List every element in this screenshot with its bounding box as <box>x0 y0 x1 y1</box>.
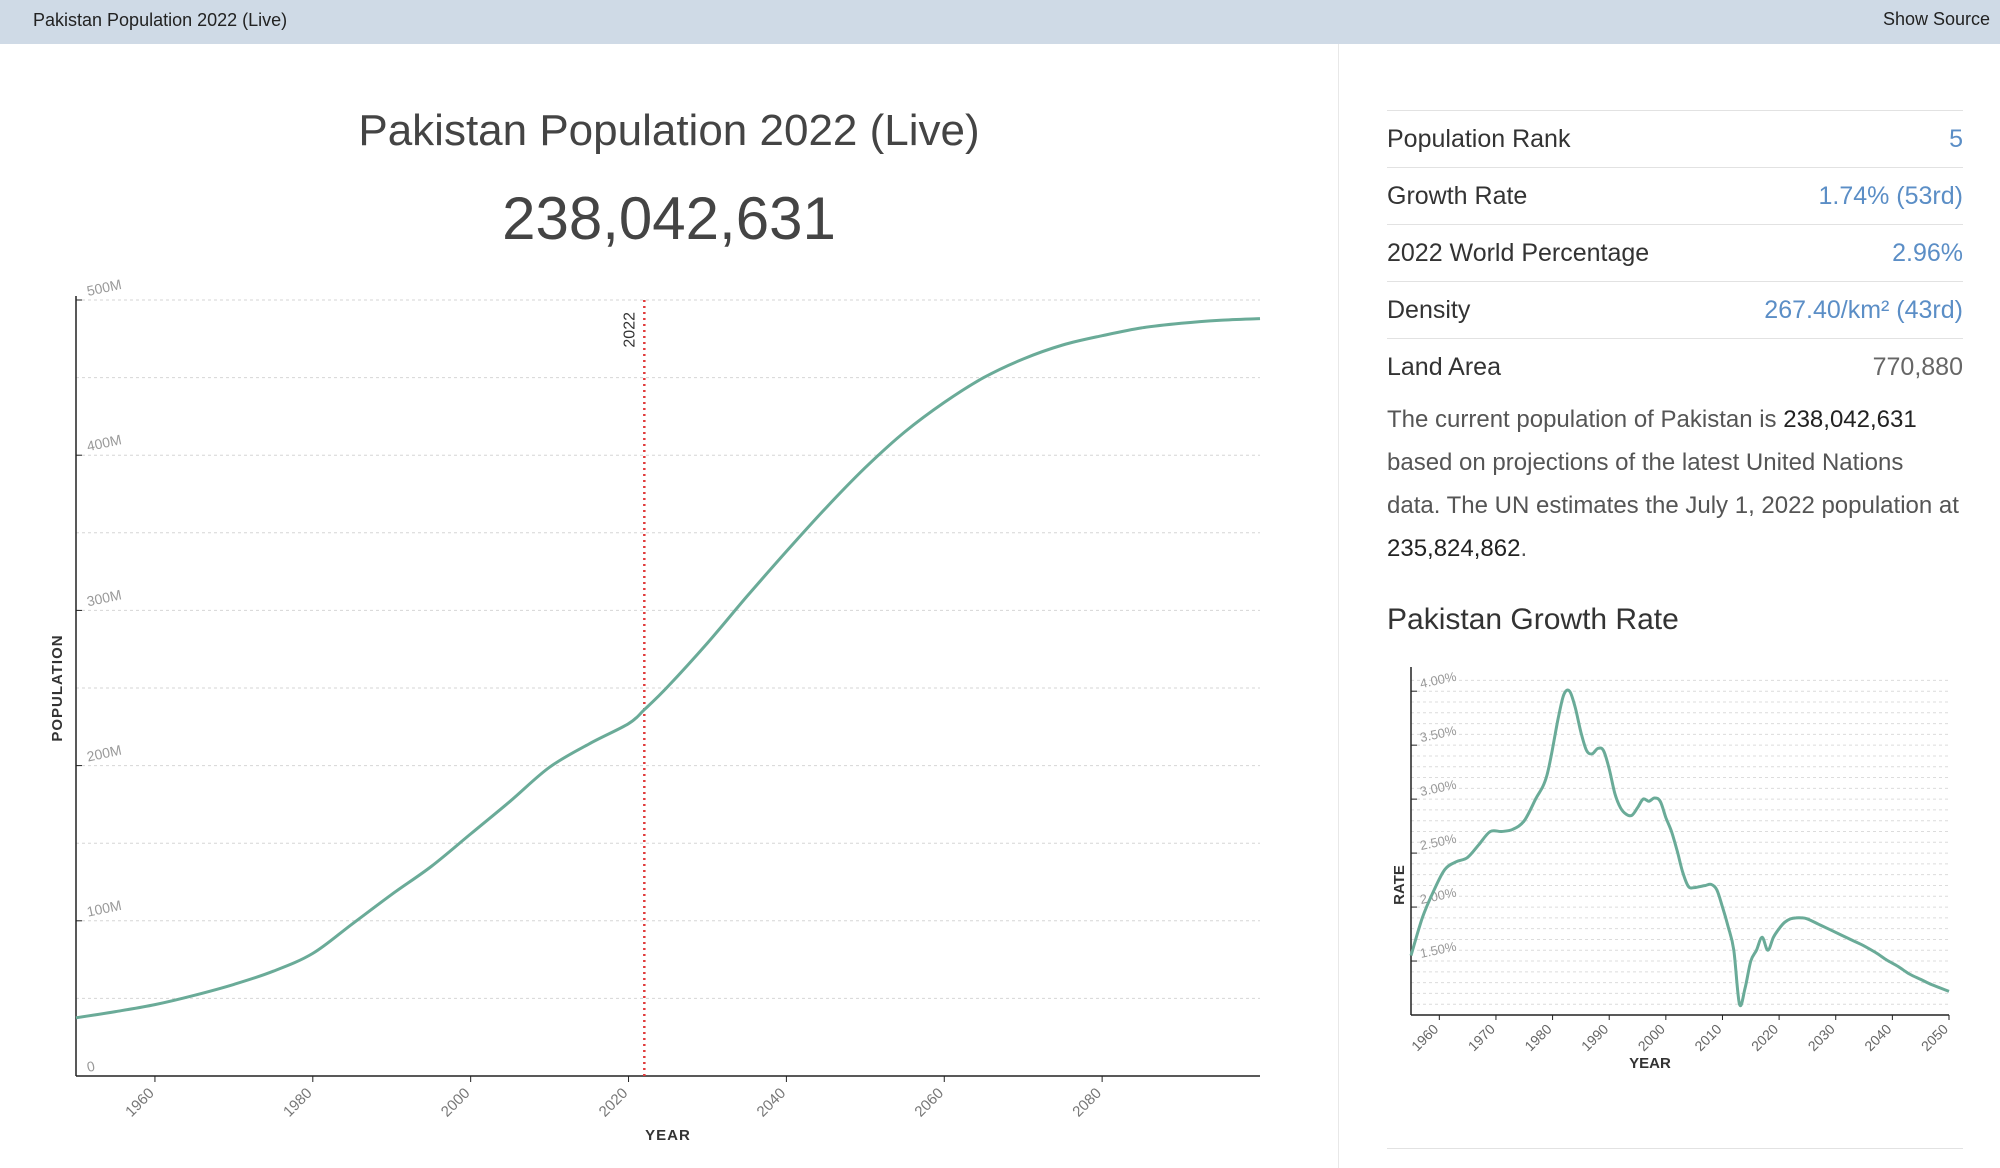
y-tick-label: 500M <box>85 276 123 299</box>
x-tick-label: 1990 <box>1578 1021 1611 1054</box>
column-divider <box>1338 44 1339 1168</box>
stat-label: Growth Rate <box>1387 181 1528 210</box>
stats-table: Population Rank 5 Growth Rate 1.74% (53r… <box>1387 110 1963 395</box>
stat-row-density: Density 267.40/km² (43rd) <box>1387 281 1963 338</box>
stat-value: 770,880 <box>1872 352 1963 381</box>
live-population-counter: 238,042,631 <box>502 185 836 252</box>
page-title: Pakistan Population 2022 (Live) <box>358 106 980 155</box>
x-tick-label: 2040 <box>754 1085 790 1121</box>
x-tick-label: 2040 <box>1861 1021 1894 1054</box>
description-text: The current population of Pakistan is <box>1387 406 1784 433</box>
x-tick-label: 1970 <box>1465 1021 1498 1054</box>
y-tick-label: 2.00% <box>1419 885 1459 907</box>
stat-value-link[interactable]: 2.96% <box>1892 238 1963 267</box>
stat-row-land-area: Land Area 770,880 <box>1387 338 1963 395</box>
stat-row-rank: Population Rank 5 <box>1387 110 1963 167</box>
x-tick-label: 1960 <box>1408 1021 1441 1054</box>
growth-rate-line <box>1409 688 1950 1008</box>
stat-row-growth-rate: Growth Rate 1.74% (53rd) <box>1387 167 1963 224</box>
x-axis-label: YEAR <box>1629 1055 1671 1072</box>
y-tick-label: 200M <box>85 742 123 765</box>
description-current-population: 238,042,631 <box>1783 406 1917 433</box>
stat-label: Land Area <box>1387 352 1501 381</box>
x-tick-label: 1980 <box>280 1085 316 1121</box>
stat-label: Population Rank <box>1387 124 1571 153</box>
description-un-estimate: 235,824,862 <box>1387 535 1521 562</box>
section-divider <box>1387 1148 1963 1149</box>
top-bar-title: Pakistan Population 2022 (Live) <box>33 10 288 30</box>
x-tick-label: 2080 <box>1069 1085 1105 1121</box>
x-tick-label: 2060 <box>911 1085 947 1121</box>
stat-value-link[interactable]: 1.74% (53rd) <box>1818 181 1963 210</box>
x-tick-label: 2030 <box>1805 1021 1838 1054</box>
x-tick-label: 1980 <box>1521 1021 1554 1054</box>
y-tick-label: 0 <box>85 1058 96 1075</box>
population-description: The current population of Pakistan is 23… <box>1387 398 1963 570</box>
y-tick-label: 3.50% <box>1419 723 1459 745</box>
x-tick-label: 2020 <box>596 1085 632 1121</box>
x-tick-label: 2000 <box>438 1085 474 1121</box>
stat-label: 2022 World Percentage <box>1387 238 1650 267</box>
description-text: based on projections of the latest Unite… <box>1387 449 1959 519</box>
stat-row-world-percentage: 2022 World Percentage 2.96% <box>1387 224 1963 281</box>
y-tick-label: 3.00% <box>1419 777 1459 799</box>
y-tick-label: 100M <box>85 897 123 920</box>
y-axis-label: POPULATION <box>49 634 66 741</box>
stat-value-link[interactable]: 5 <box>1949 124 1963 153</box>
y-tick-label: 1.50% <box>1419 939 1459 961</box>
y-tick-label: 400M <box>85 431 123 454</box>
y-tick-label: 300M <box>85 586 123 609</box>
x-tick-label: 2020 <box>1748 1021 1781 1054</box>
growth-rate-chart: 1.50% 2.00% 2.50% 3.00% 3.50% 4.00% 1960 1970 19… <box>1391 667 1951 1072</box>
top-bar: Pakistan Population 2022 (Live) Show Sou… <box>0 0 2000 44</box>
show-source-link[interactable]: Show Source <box>1882 9 1990 29</box>
stat-label: Density <box>1387 295 1471 324</box>
y-tick-label: 2.50% <box>1419 831 1459 853</box>
stat-value-link[interactable]: 267.40/km² (43rd) <box>1764 295 1963 324</box>
x-tick-label: 2010 <box>1691 1021 1724 1054</box>
current-year-label: 2022 <box>621 312 638 348</box>
x-axis-label: YEAR <box>645 1127 691 1144</box>
population-chart: 0 100M 200M 300M 400M 500M 1960 1980 2000 2020 204… <box>49 276 1261 1144</box>
y-axis-label: RATE <box>1391 865 1408 905</box>
x-tick-label: 2050 <box>1918 1021 1951 1054</box>
x-tick-label: 1960 <box>122 1085 158 1121</box>
population-line <box>75 317 1261 1020</box>
x-tick-label: 2000 <box>1635 1021 1668 1054</box>
growth-rate-heading: Pakistan Growth Rate <box>1387 603 1679 636</box>
y-tick-label: 4.00% <box>1419 669 1459 691</box>
description-text: . <box>1520 535 1528 562</box>
